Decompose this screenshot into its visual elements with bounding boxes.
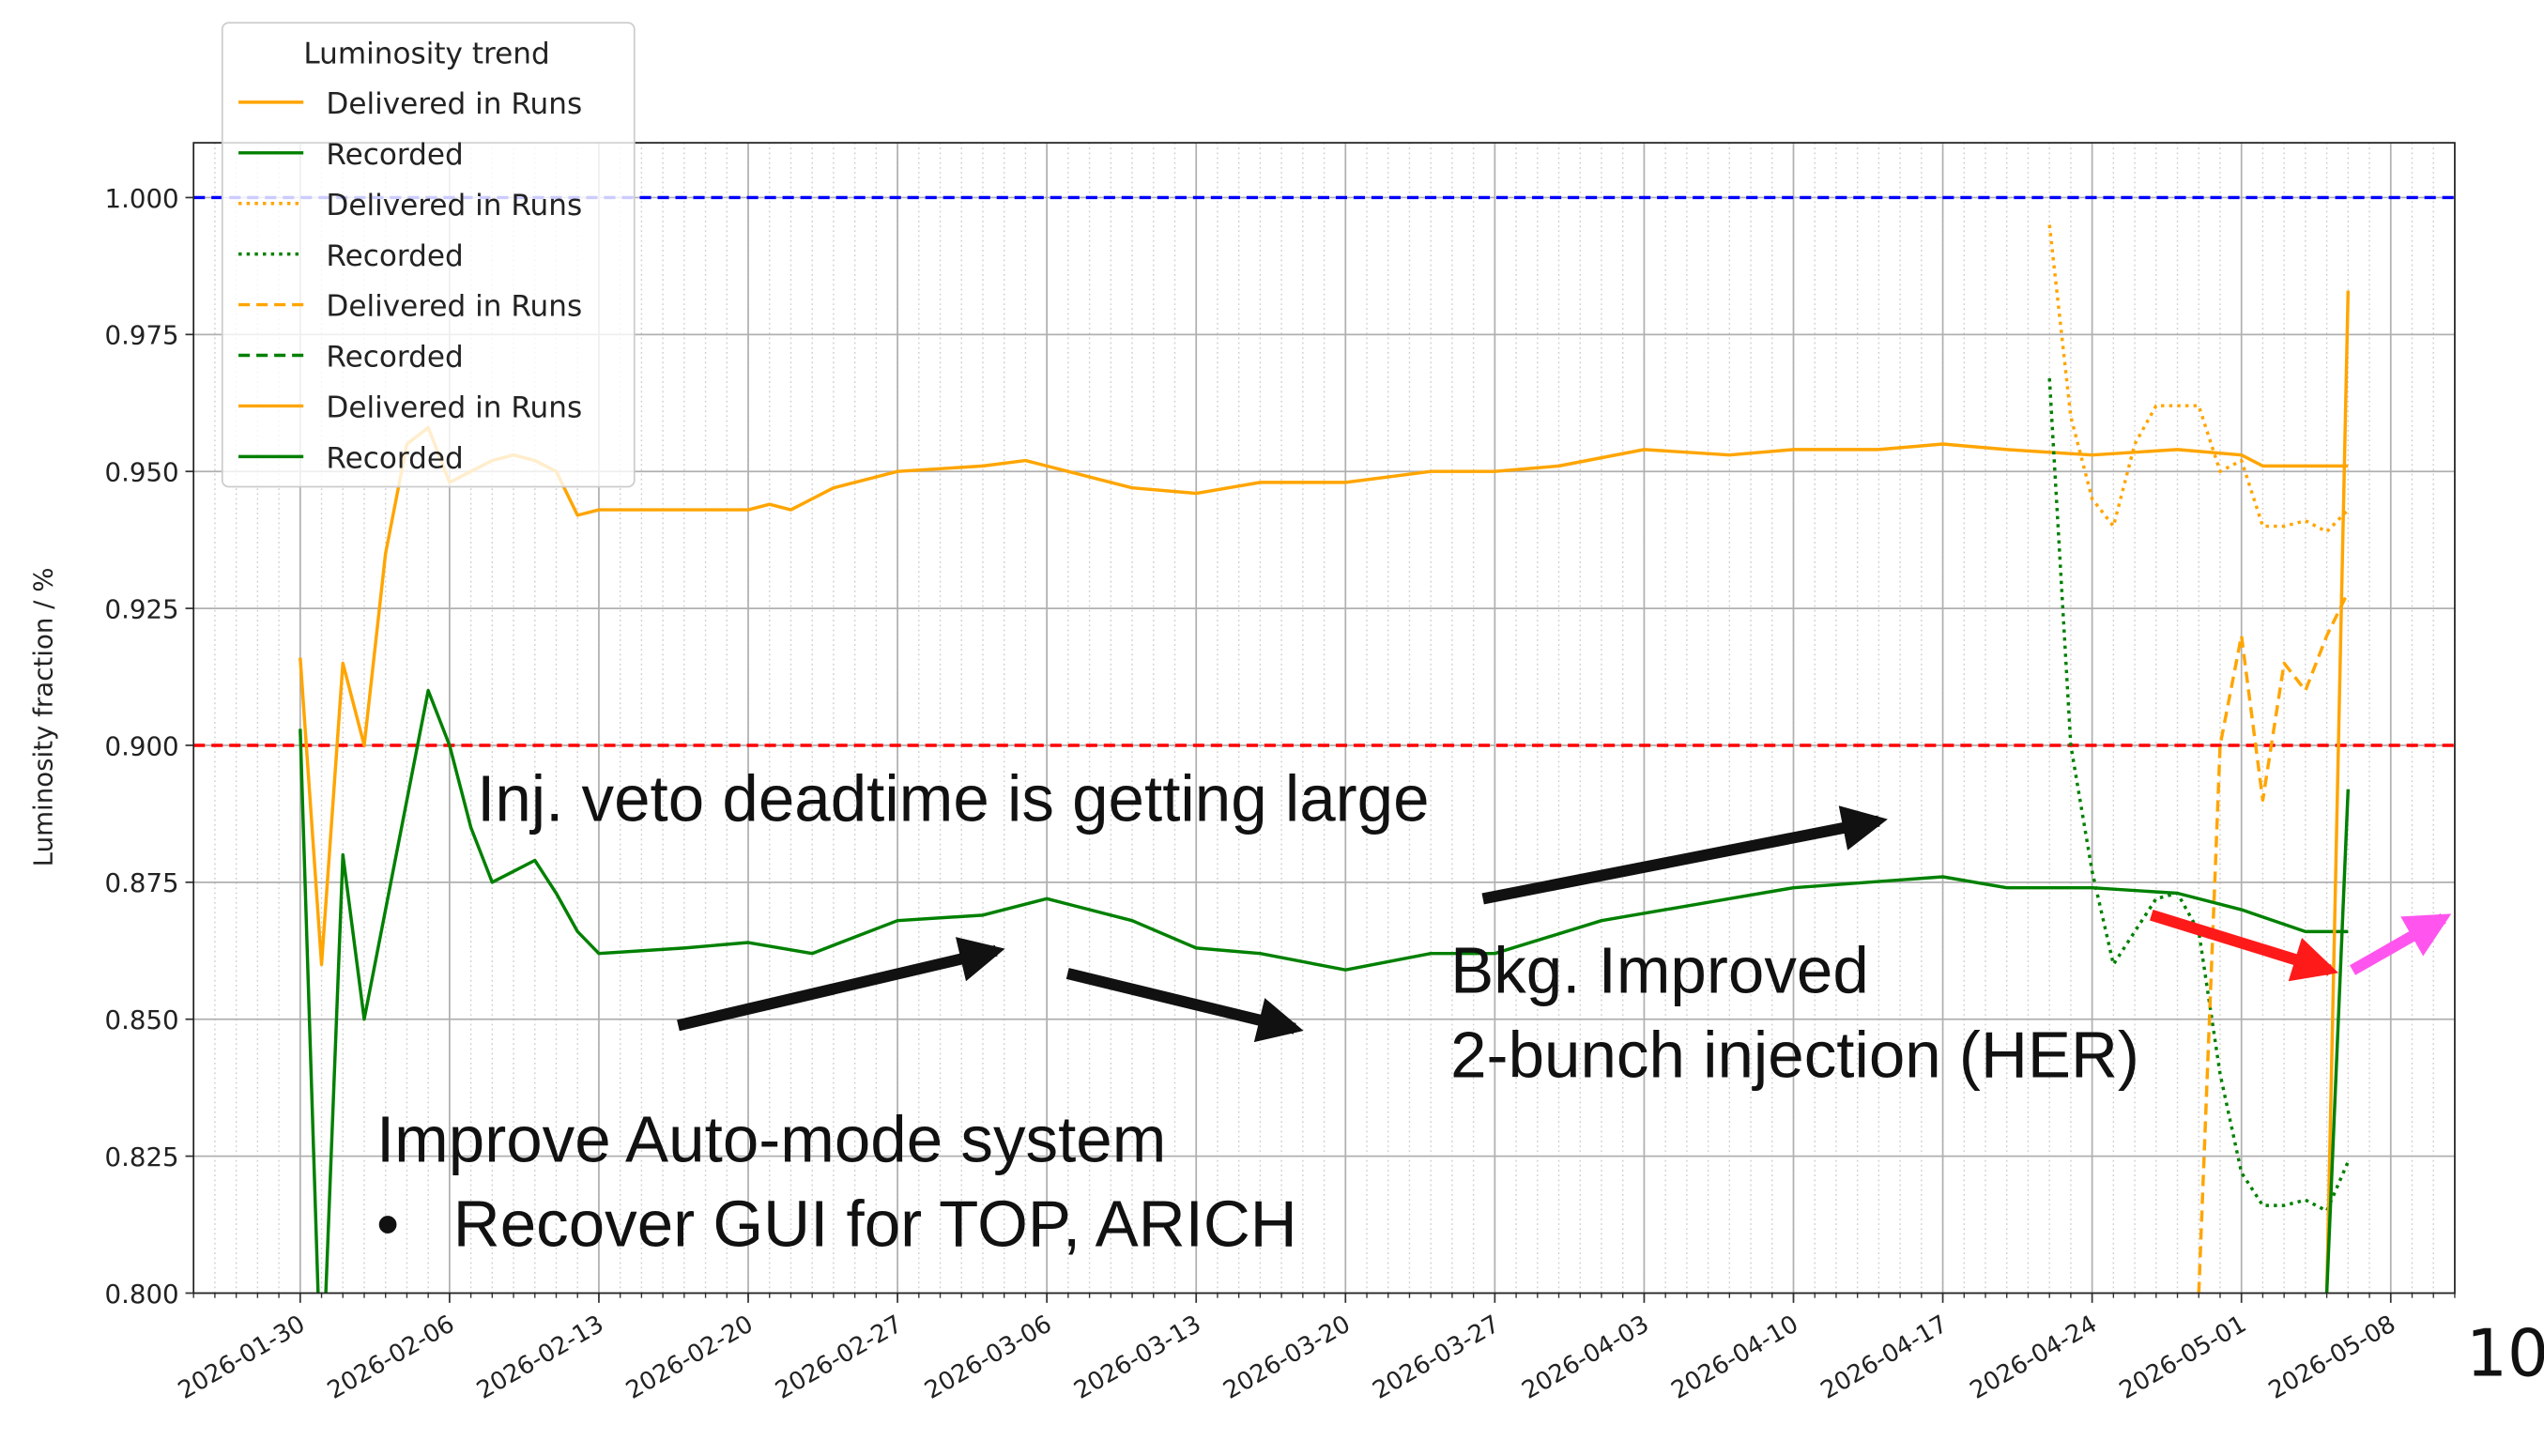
y-tick-label: 0.825 <box>104 1142 178 1172</box>
arrow <box>2350 912 2452 975</box>
arrow <box>1481 805 1888 905</box>
x-tick-label: 2026-02-20 <box>621 1310 758 1405</box>
series-line <box>2324 290 2351 1294</box>
legend-label: Recorded <box>326 138 463 172</box>
series-line <box>2047 224 2350 534</box>
series-line <box>2047 377 2350 1213</box>
y-tick-label: 0.925 <box>104 593 178 624</box>
plot-frame <box>192 142 2456 1295</box>
y-axis-label: Luminosity fraction / % <box>27 567 58 866</box>
x-tick-label: 2026-02-27 <box>771 1310 907 1405</box>
annotation: Inj. veto deadtime is getting large <box>477 762 1429 835</box>
y-tick-label: 0.950 <box>104 457 178 488</box>
arrow <box>2149 909 2339 982</box>
x-tick-label: 2026-01-30 <box>174 1310 310 1405</box>
series-line <box>299 688 2349 1294</box>
x-tick-label: 2026-04-24 <box>1966 1310 2102 1405</box>
x-tick-label: 2026-02-06 <box>323 1310 459 1405</box>
y-tick-label: 0.900 <box>104 730 178 761</box>
legend-box <box>221 22 636 488</box>
x-tick-label: 2026-03-20 <box>1218 1310 1355 1405</box>
legend-label: Recorded <box>326 341 463 375</box>
annotation: 2-bunch injection (HER) <box>1450 1019 2139 1092</box>
x-tick-label: 2026-03-27 <box>1368 1310 1504 1405</box>
legend-label: Delivered in Runs <box>326 391 582 425</box>
legend: Luminosity trend Delivered in Runs Record… <box>221 22 636 488</box>
y-tick-label: 0.875 <box>104 867 178 898</box>
x-tick-label: 2026-04-10 <box>1667 1310 1803 1405</box>
series-line <box>2197 590 2350 1294</box>
y-tick-label: 1.000 <box>104 183 178 214</box>
legend-label: Delivered in Runs <box>326 290 582 324</box>
legend-label: Recorded <box>326 239 463 273</box>
y-tick-label: 0.975 <box>104 320 178 351</box>
x-tick-label: 2026-04-17 <box>1816 1310 1953 1405</box>
legend-label: Recorded <box>326 441 463 475</box>
arrow <box>677 937 1005 1032</box>
x-tick-label: 2026-05-01 <box>2115 1310 2251 1405</box>
x-tick-label: 2026-03-13 <box>1069 1310 1205 1405</box>
annotation: Improve Auto-mode system <box>376 1102 1166 1175</box>
x-tick-label: 2026-02-13 <box>472 1310 608 1405</box>
x-tick-label: 2026-04-03 <box>1517 1310 1653 1405</box>
legend-label: Delivered in Runs <box>326 87 582 121</box>
legend-label: Delivered in Runs <box>326 189 582 222</box>
y-tick-label: 0.850 <box>104 1004 178 1035</box>
y-tick-label: 0.800 <box>104 1279 178 1310</box>
series-line <box>2324 789 2351 1294</box>
annotation: Bkg. Improved <box>1450 934 1869 1007</box>
annotation: • Recover GUI for TOP, ARICH <box>376 1187 1297 1260</box>
arrow <box>1065 968 1304 1043</box>
legend-title: Luminosity trend <box>303 37 549 70</box>
page-number: 10 <box>2466 1317 2544 1392</box>
x-tick-label: 2026-05-08 <box>2264 1310 2400 1405</box>
x-tick-label: 2026-03-06 <box>920 1310 1056 1405</box>
